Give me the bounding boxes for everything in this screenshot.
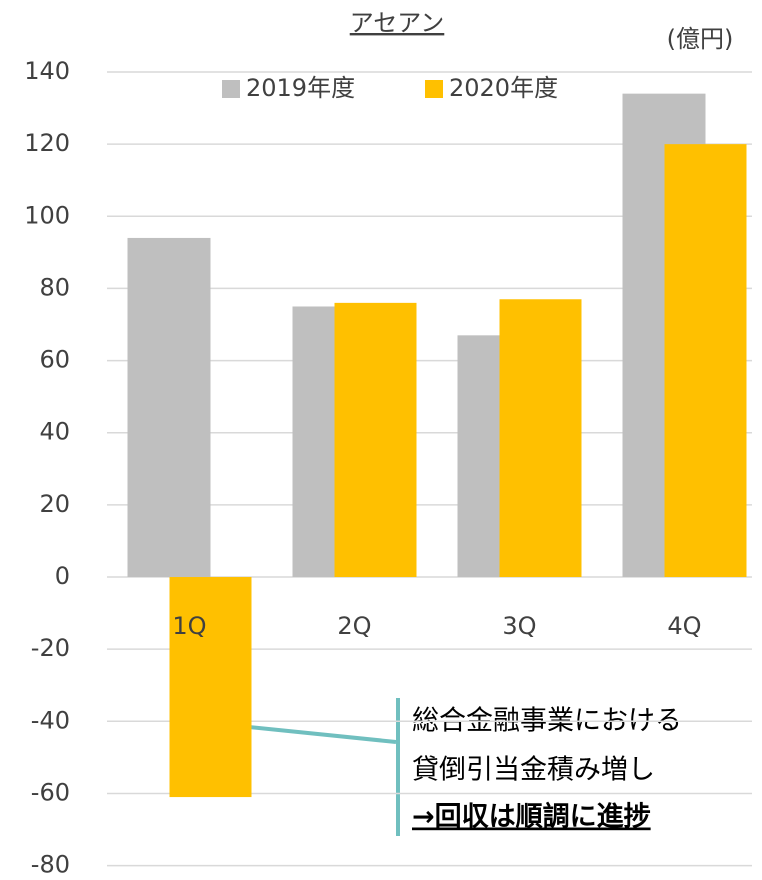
x-tick-label: 1Q xyxy=(172,612,206,640)
y-tick-label: 0 xyxy=(55,562,70,590)
bar xyxy=(127,237,211,578)
annotation-line: →回収は順調に進捗 xyxy=(412,801,651,833)
y-tick-label: -40 xyxy=(31,706,70,734)
legend-swatch xyxy=(425,80,443,98)
bar xyxy=(334,302,417,578)
x-tick-label: 2Q xyxy=(337,612,371,640)
y-tick-label: 40 xyxy=(39,418,70,446)
y-tick-label: -20 xyxy=(31,634,70,662)
x-tick-label: 4Q xyxy=(667,612,701,640)
y-tick-label: -80 xyxy=(31,851,70,879)
y-tick-label: 80 xyxy=(39,273,70,301)
legend-label: 2019年度 xyxy=(246,74,355,102)
chart-title: アセアン xyxy=(350,9,445,37)
bar xyxy=(664,144,747,578)
y-tick-label: 20 xyxy=(39,490,70,518)
y-tick-label: 120 xyxy=(24,129,70,157)
y-tick-label: 140 xyxy=(24,57,70,85)
y-tick-label: 100 xyxy=(24,201,70,229)
legend-label: 2020年度 xyxy=(449,74,558,102)
bar xyxy=(499,299,582,578)
unit-label: (億円) xyxy=(667,25,734,53)
y-tick-label: -60 xyxy=(31,778,70,806)
y-tick-label: 60 xyxy=(39,346,70,374)
x-tick-label: 3Q xyxy=(502,612,536,640)
annotation-line: 貸倒引当金積み増し xyxy=(412,755,655,786)
bar xyxy=(169,577,252,798)
legend-swatch xyxy=(222,80,240,98)
